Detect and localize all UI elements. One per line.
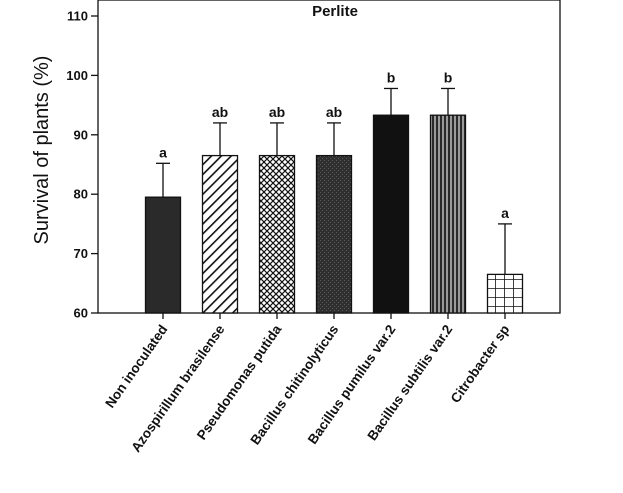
category-label: Citrobacter sp	[448, 322, 513, 406]
significance-label: a	[501, 205, 509, 221]
y-tick-label: 60	[74, 306, 88, 321]
bars-group: a ab ab ab b b a	[144, 69, 524, 314]
bar	[258, 154, 296, 314]
y-axis-label: Survival of plants (%)	[31, 56, 53, 245]
significance-label: b	[444, 69, 453, 85]
significance-label: ab	[326, 104, 342, 120]
bar	[372, 114, 410, 314]
bar	[315, 154, 353, 314]
significance-label: b	[387, 69, 396, 85]
y-tick-label: 110	[67, 9, 88, 24]
bar	[144, 196, 182, 314]
bar	[486, 273, 524, 314]
y-tick-label: 90	[74, 127, 88, 142]
chart-title: Perlite	[312, 3, 358, 20]
y-tick-label: 70	[74, 246, 88, 261]
y-axis: 60 70 80 90 100 110	[66, 9, 98, 321]
bar	[201, 154, 239, 314]
significance-label: ab	[212, 104, 228, 120]
significance-label: a	[159, 144, 167, 160]
category-label: Non inoculated	[102, 322, 170, 410]
y-tick-label: 100	[66, 68, 88, 83]
bar	[429, 114, 467, 314]
category-label: Azospirillum brasilense	[128, 322, 227, 455]
significance-label: ab	[269, 104, 285, 120]
y-tick-label: 80	[74, 187, 88, 202]
